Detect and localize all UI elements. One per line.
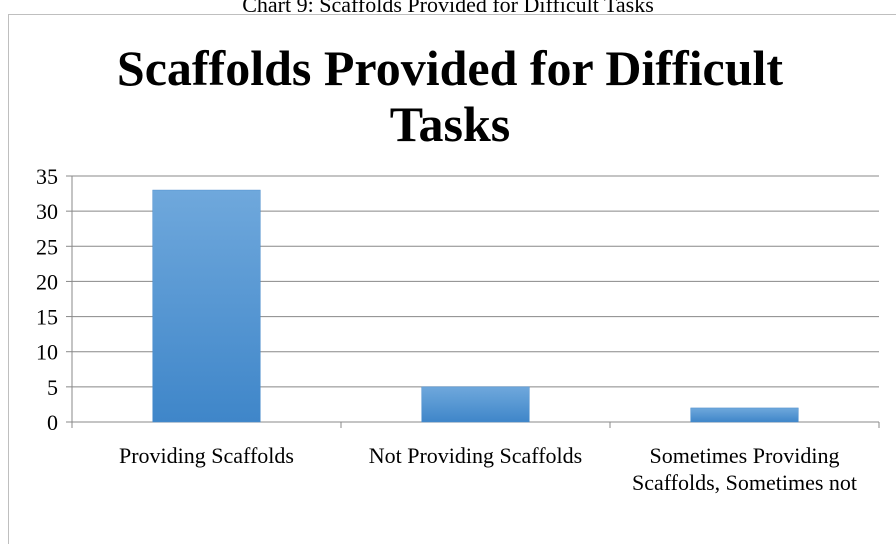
chart-frame xyxy=(8,14,896,544)
y-tick-label: 20 xyxy=(36,269,58,294)
bar xyxy=(152,189,261,423)
y-tick-label: 30 xyxy=(36,199,58,224)
y-tick-label: 35 xyxy=(36,164,58,189)
y-tick-labels: 0 5 10 15 20 25 30 35 xyxy=(36,164,58,435)
x-category-label: Sometimes Providing Scaffolds, Sometimes… xyxy=(631,443,858,495)
bar xyxy=(690,407,799,423)
bars xyxy=(152,189,799,423)
y-tick-label: 15 xyxy=(36,305,58,330)
y-tick-label: 10 xyxy=(36,340,58,365)
chart-title: Scaffolds Provided for Difficult Tasks xyxy=(116,40,784,152)
x-category-label: Providing Scaffolds xyxy=(119,443,294,468)
y-tick-label: 0 xyxy=(47,410,58,435)
figure-caption: Chart 9: Scaffolds Provided for Difficul… xyxy=(242,0,654,17)
bar xyxy=(421,386,530,423)
y-tick-label: 5 xyxy=(47,375,58,400)
x-category-label: Not Providing Scaffolds xyxy=(368,443,583,468)
y-tick-label: 25 xyxy=(36,234,58,259)
